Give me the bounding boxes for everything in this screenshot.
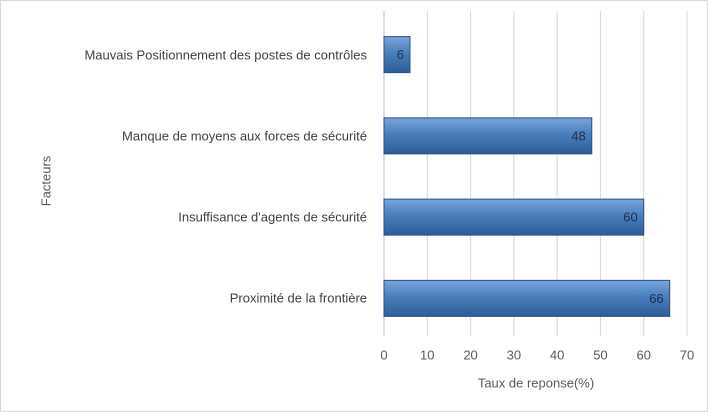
bar <box>383 279 671 317</box>
value-label: 66 <box>649 291 663 306</box>
x-tick-label: 60 <box>636 347 650 362</box>
bar <box>383 117 593 155</box>
value-label: 6 <box>397 47 404 62</box>
x-tick-label: 20 <box>463 347 477 362</box>
x-tick-label: 30 <box>507 347 521 362</box>
y-tick-text: Mauvais Positionnement des postes de con… <box>84 47 367 63</box>
y-tick-label: Manque de moyens aux forces de sécurité <box>47 126 367 145</box>
y-tick-label: Proximité de la frontière <box>47 289 367 308</box>
value-label: 60 <box>623 210 637 225</box>
x-tick-label: 70 <box>680 347 694 362</box>
value-label: 48 <box>571 128 585 143</box>
x-tick-label: 50 <box>593 347 607 362</box>
x-tick-label: 0 <box>380 347 387 362</box>
y-tick-text: Insuffisance d'agents de sécurité <box>178 209 367 225</box>
y-axis-label: Facteurs <box>38 155 53 206</box>
y-tick-label: Insuffisance d'agents de sécurité <box>47 208 367 227</box>
bar <box>383 198 645 236</box>
x-axis-label: Taux de reponse(%) <box>478 375 594 390</box>
y-tick-text: Manque de moyens aux forces de sécurité <box>122 128 367 144</box>
y-tick-text: Proximité de la frontière <box>229 290 367 306</box>
bar <box>383 36 411 74</box>
y-tick-label: Mauvais Positionnement des postes de con… <box>47 45 367 64</box>
x-tick-label: 40 <box>550 347 564 362</box>
x-tick-label: 10 <box>420 347 434 362</box>
